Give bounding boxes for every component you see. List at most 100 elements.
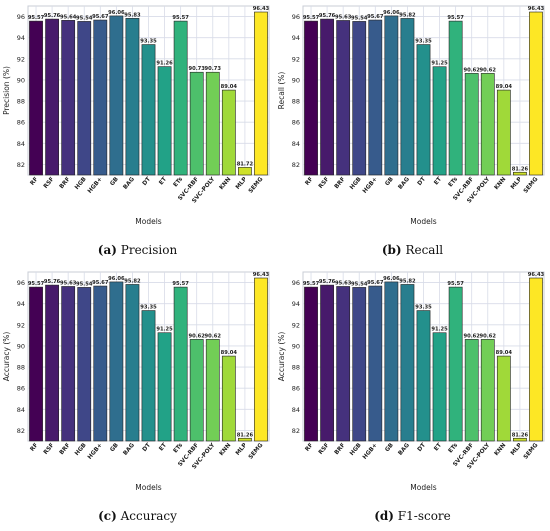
value-label: 95.64 [60,14,77,20]
x-tick-label: BRF [334,176,347,190]
x-tick-label: MLP [510,442,524,457]
value-label: 89.04 [221,350,238,356]
y-tick-label: 88 [17,364,25,372]
bar-svc-poly [480,339,495,442]
bar-semg [529,11,543,176]
y-tick-label: 86 [17,385,25,393]
y-tick-label: 86 [292,385,300,393]
y-tick-label: 94 [17,300,25,308]
bar-svc-poly [480,73,495,176]
x-tick-label: HGB+ [87,176,104,194]
bar-semg [254,277,268,442]
panel-recall: 82 84 86 88 90 92 94 96 95.57 RF 95.76 RSF 95.63 BRF 9… [275,0,550,265]
value-label: 96.06 [383,10,400,16]
bar-hgb [352,21,367,176]
caption-f1: (d) F1-score [275,509,550,523]
y-tick-label: 94 [17,34,25,42]
y-tick-label: 84 [17,406,25,414]
bar-ets [448,20,463,176]
y-tick-label: 90 [292,342,300,350]
x-tick-label: BAG [398,176,412,191]
caption-precision: (a) Precision [0,243,275,257]
bar-hgb [77,287,92,442]
y-tick-label: 86 [292,119,300,127]
x-tick-label: BAG [398,442,412,457]
y-tick-label: 86 [17,119,25,127]
caption-text: Accuracy [120,509,177,523]
y-tick-label: 90 [17,342,25,350]
x-tick-label: SEMG [523,442,540,460]
bar-bag [400,284,415,442]
y-tick-label: 88 [17,98,25,106]
value-label: 89.04 [221,84,238,90]
value-label: 81.72 [237,161,254,167]
bar-rsf [45,284,59,442]
value-label: 95.63 [60,280,77,286]
value-label: 90.62 [480,67,497,73]
value-label: 93.35 [140,39,157,45]
value-label: 90.73 [205,66,222,72]
bar-svc-rbf [189,339,204,442]
y-tick-label: 84 [17,140,25,148]
x-tick-label: HGB+ [362,442,379,460]
bar-et [432,66,447,176]
y-axis-label: Recall (%) [277,72,286,110]
value-label: 91.25 [431,327,448,333]
x-tick-label: DT [417,176,427,187]
value-label: 95.57 [28,15,45,21]
y-tick-label: 96 [292,13,300,21]
bar-semg [529,277,543,442]
x-tick-label: MLP [235,176,249,191]
bar-ets [173,20,188,176]
y-tick-label: 82 [17,161,25,169]
bar-svc-rbf [464,339,479,442]
value-label: 95.76 [44,13,61,19]
bar-gb [109,281,124,442]
x-tick-label: ET [158,176,168,186]
value-label: 96.06 [108,10,125,16]
bar-mlp [238,437,252,442]
bar-bag [400,18,415,176]
caption-letter: (c) [98,509,117,523]
bar-rsf [320,284,334,442]
value-label: 91.26 [156,61,173,67]
x-tick-label: MLP [235,442,249,457]
x-tick-label: HGB [349,442,363,457]
y-tick-label: 96 [292,279,300,287]
bar-mlp [238,167,252,176]
x-tick-label: HGB+ [362,176,379,194]
bar-hgb- [93,19,108,176]
x-axis-label: Models [135,483,162,492]
caption-letter: (d) [374,509,394,523]
value-label: 90.62 [188,333,205,339]
bar-rf [304,286,318,442]
x-tick-label: SEMG [248,176,265,194]
x-tick-label: KNN [494,176,508,191]
value-label: 96.43 [528,272,545,278]
y-tick-label: 90 [292,76,300,84]
bar-svc-rbf [189,71,204,176]
bar-gb [109,15,124,176]
x-tick-label: ETs [448,442,460,454]
value-label: 95.54 [76,281,93,287]
y-tick-label: 94 [292,300,300,308]
value-label: 95.67 [367,14,384,20]
caption-text: F1-score [397,509,451,523]
value-label: 95.82 [124,278,141,284]
x-tick-label: DT [142,176,152,187]
y-tick-label: 96 [17,279,25,287]
caption-accuracy: (c) Accuracy [0,509,275,523]
value-label: 95.76 [319,13,336,19]
x-axis-label: Models [410,483,437,492]
bar-mlp [513,437,527,442]
x-tick-label: BAG [123,176,137,191]
x-tick-label: KNN [219,442,233,457]
bar-et [157,66,172,176]
x-tick-label: RF [305,176,315,186]
value-label: 95.76 [44,279,61,285]
x-tick-label: ETs [448,176,460,188]
bar-rf [304,20,318,176]
x-tick-label: RSF [318,442,331,456]
